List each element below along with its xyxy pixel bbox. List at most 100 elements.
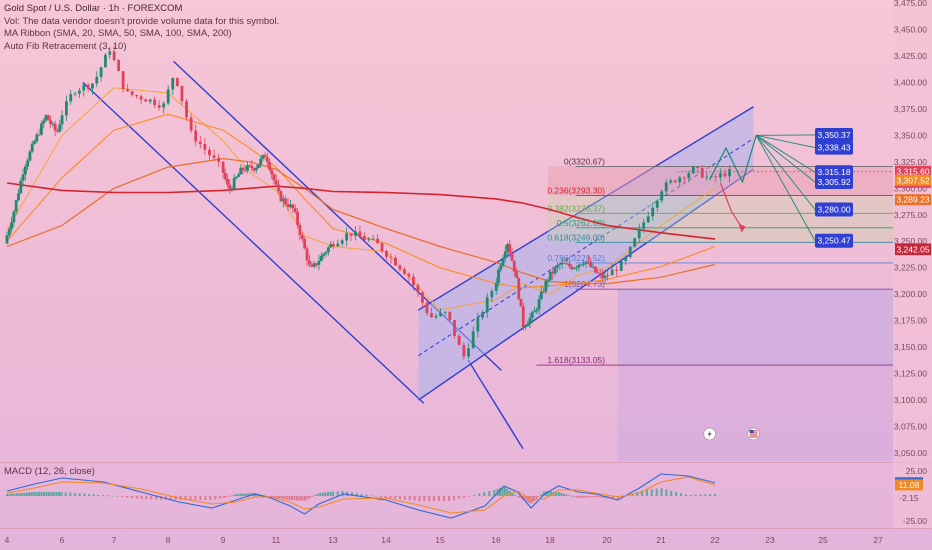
candle-body [82, 84, 86, 91]
bearish-projection-path[interactable] [719, 182, 744, 229]
macd-histogram-bar [525, 496, 528, 502]
price-axis-tick-label: 3,475.00 [894, 0, 927, 8]
ascending-channel-lower-line[interactable] [418, 168, 754, 401]
macd-histogram-bar [288, 496, 291, 500]
macd-histogram-bar [537, 496, 540, 497]
macd-histogram-bar [346, 491, 349, 496]
candle-body [687, 173, 691, 179]
macd-histogram-bar [140, 496, 143, 500]
ma-ribbon-label[interactable]: MA Ribbon (SMA, 20, SMA, 50, SMA, 100, S… [4, 28, 232, 40]
lightning-glyph [707, 429, 712, 438]
macd-histogram-bar [48, 492, 51, 496]
macd-pane[interactable]: 25.00-25.0013.2311.08-2.15 [0, 462, 932, 528]
bullish-projection-path[interactable] [709, 135, 757, 184]
candle-body [121, 71, 125, 90]
candle-body [416, 285, 420, 293]
candle-body [398, 265, 402, 270]
candle-body [515, 271, 518, 278]
candle-body [28, 151, 32, 161]
candle-body [718, 173, 722, 178]
candle-body [35, 134, 39, 142]
macd-histogram-bar [645, 489, 648, 496]
descending-channel-lower-line[interactable] [82, 81, 425, 404]
time-axis-tick-label: 9 [221, 535, 226, 545]
candle-body [73, 93, 77, 95]
candle-body [646, 216, 650, 223]
projection-target-tag[interactable] [815, 127, 853, 142]
candle-body [682, 177, 686, 179]
macd-histogram-bar [290, 496, 293, 501]
ma-line-sma-100[interactable] [6, 158, 716, 285]
macd-histogram-bar [562, 493, 565, 496]
macd-histogram-bar [25, 492, 28, 496]
macd-histogram-bar [704, 494, 707, 496]
macd-histogram-bar [57, 492, 60, 496]
macd-histogram-bar [230, 495, 233, 497]
candle-body [548, 271, 552, 280]
bearish-arrowhead [738, 223, 746, 233]
ascending-channel-upper-line[interactable] [418, 106, 754, 311]
macd-axis-tick-label: 25.00 [906, 466, 928, 476]
macd-legend[interactable]: MACD (12, 26, close) [4, 466, 95, 477]
symbol-line[interactable]: Gold Spot / U.S. Dollar · 1h · FOREXCOM [4, 3, 279, 16]
fib-indicator-label[interactable]: Auto Fib Retracement (3, 10) [4, 40, 127, 52]
volume-note: Vol: The data vendor doesn't provide vol… [4, 15, 280, 27]
projection-target-tag[interactable] [815, 233, 853, 248]
candle-body [403, 269, 406, 275]
projection-target-line [755, 135, 816, 210]
macd-histogram-bar [242, 493, 245, 496]
price-tag[interactable] [895, 194, 931, 206]
candle-body [281, 198, 285, 202]
price-tag[interactable] [895, 174, 931, 186]
macd-histogram-bar [665, 489, 668, 496]
macd-histogram-bar [249, 493, 252, 496]
macd-histogram-bar [506, 488, 509, 496]
symbol-label[interactable]: Gold Spot / U.S. Dollar · 1h · FOREXCOM [4, 3, 183, 14]
price-tag[interactable] [895, 244, 931, 256]
price-chart[interactable]: 0(3320.67) 0.236(3293.30) 0.382(3276.37) 0.… [0, 0, 932, 462]
candle-body [467, 348, 470, 357]
macd-histogram-bar [570, 495, 573, 497]
macd-histogram-bar [560, 492, 563, 496]
us-flag-icon[interactable] [747, 427, 760, 441]
candle-body [530, 312, 534, 318]
candle-body [660, 191, 664, 201]
candle-body [544, 281, 548, 292]
macd-histogram-bar [97, 494, 100, 496]
macd-value-tag[interactable] [895, 479, 923, 491]
candle-body [130, 91, 134, 95]
macd-histogram-bar [463, 496, 466, 498]
candle-body [528, 317, 532, 324]
price-axis-background [893, 0, 932, 462]
candle-body [407, 274, 411, 277]
fib-zone-1-1618 [617, 289, 893, 366]
candle-body [606, 275, 610, 277]
time-axis-tick-label: 13 [328, 535, 338, 545]
macd-histogram-bar [10, 493, 13, 496]
time-axis-tick-label: 6 [60, 535, 65, 545]
candle-body [589, 261, 593, 268]
projection-target-tag[interactable] [815, 175, 853, 190]
projection-target-tag[interactable] [815, 140, 853, 155]
macd-signal-line[interactable] [6, 476, 716, 514]
projection-target-tag[interactable] [815, 202, 853, 217]
macd-histogram-bar [447, 496, 450, 501]
candle-body [655, 200, 659, 208]
candle-body [421, 292, 424, 303]
ma-line-sma-20[interactable] [6, 87, 716, 311]
descending-channel-extension[interactable] [467, 359, 524, 450]
candle-body [579, 264, 583, 266]
macd-histogram-bar [265, 496, 268, 497]
macd-histogram-bar [111, 495, 114, 497]
candle-body [485, 297, 489, 313]
time-axis[interactable]: 4 6 7 8 9 11 13 14 15 16 18 20 21 22 23 25 27 [0, 528, 932, 550]
price-axis-tick-label: 3,150.00 [894, 342, 927, 352]
macd-histogram-bar [488, 491, 491, 496]
macd-histogram-bar [326, 492, 329, 496]
macd-histogram-bar [329, 491, 332, 496]
candle-body [340, 240, 344, 244]
ma-line-sma-200[interactable] [6, 182, 716, 240]
macd-line[interactable] [6, 473, 716, 519]
macd-histogram-bar [285, 496, 288, 500]
